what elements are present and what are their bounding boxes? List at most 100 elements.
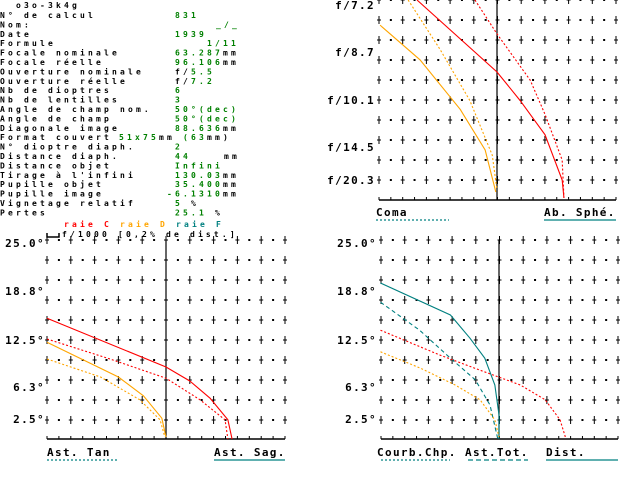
grid-dot — [129, 239, 132, 241]
field-label: Ouverture nominale — [0, 66, 144, 76]
grid-cross — [542, 176, 547, 184]
grid-dot — [105, 259, 108, 261]
grid-dot — [486, 279, 489, 281]
grid-cross — [544, 336, 549, 344]
grid-dot — [555, 159, 558, 161]
grid-cross — [379, 316, 383, 324]
field-label: Pertes — [0, 208, 48, 217]
field-value-row: 1939 — [175, 30, 207, 39]
grid-dot — [389, 19, 392, 21]
grid-cross — [590, 156, 595, 164]
grid-dot — [437, 139, 440, 141]
y-tick-label: 25.0° — [337, 237, 377, 250]
grid-dot — [200, 359, 203, 361]
grid-dot — [248, 319, 251, 321]
grid-cross — [187, 336, 192, 344]
grid-dot — [555, 99, 558, 101]
grid-cross — [471, 116, 476, 124]
grid-cross — [544, 276, 549, 284]
grid-cross — [566, 156, 571, 164]
grid-dot — [510, 419, 513, 421]
grid-cross — [473, 376, 478, 384]
field-value: 2 — [175, 143, 183, 152]
field-prefix: f/ — [175, 77, 191, 86]
field-label: Pupille objet — [0, 179, 104, 189]
grid-dot — [57, 339, 60, 341]
grid-dot — [439, 239, 442, 241]
grid-dot — [486, 419, 489, 421]
grid-dot — [462, 279, 465, 281]
grid-dot — [510, 259, 513, 261]
grid-cross — [68, 256, 73, 264]
field-unit: % — [183, 199, 199, 208]
grid-cross — [568, 416, 573, 424]
grid-dot — [105, 299, 108, 301]
grid-cross — [592, 416, 597, 424]
grid-cross — [616, 296, 620, 304]
field-row: Date — [0, 30, 32, 39]
grid-dot — [129, 359, 132, 361]
grid-cross — [400, 16, 405, 24]
grid-dot — [81, 399, 84, 401]
grid-cross — [259, 336, 264, 344]
grid-dot — [437, 179, 440, 181]
grid-cross — [426, 356, 431, 364]
grid-dot — [534, 319, 537, 321]
grid-cross — [402, 416, 407, 424]
grid-dot — [439, 399, 442, 401]
grid-cross — [379, 336, 383, 344]
grid-dot — [462, 259, 465, 261]
grid-cross — [473, 416, 478, 424]
grid-dot — [581, 259, 584, 261]
grid-cross — [426, 376, 431, 384]
grid-dot — [57, 379, 60, 381]
grid-cross — [568, 376, 573, 384]
grid-dot — [272, 419, 275, 421]
grid-cross — [377, 16, 381, 24]
grid-dot — [437, 79, 440, 81]
field-value-row: 3 — [175, 96, 183, 105]
field-value-row: 35.400mm — [175, 180, 239, 189]
grid-dot — [57, 319, 60, 321]
grid-cross — [592, 296, 597, 304]
grid-cross — [471, 56, 476, 64]
grid-dot — [557, 379, 560, 381]
grid-cross — [187, 276, 192, 284]
grid-dot — [391, 379, 394, 381]
grid-cross — [542, 116, 547, 124]
grid-dot — [200, 379, 203, 381]
grid-cross — [400, 0, 405, 4]
grid-dot — [581, 399, 584, 401]
grid-dot — [105, 399, 108, 401]
grid-dot — [415, 359, 418, 361]
grid-dot — [439, 259, 442, 261]
grid-dot — [486, 319, 489, 321]
grid-dot — [272, 239, 275, 241]
grid-cross — [211, 276, 216, 284]
grid-dot — [81, 319, 84, 321]
field-row: Distance objet — [0, 160, 112, 170]
grid-cross — [377, 56, 381, 64]
grid-dot — [579, 39, 582, 41]
field-value-row: 96.106mm — [175, 58, 239, 67]
field-value-row: f/7.2 — [175, 77, 215, 86]
field-label: Focale nominale — [0, 48, 120, 58]
grid-cross — [45, 416, 49, 424]
grid-cross — [590, 76, 595, 84]
grid-cross — [544, 236, 549, 244]
grid-cross — [379, 416, 383, 424]
grid-cross — [92, 356, 97, 364]
grid-dot — [153, 299, 156, 301]
grid-cross — [450, 416, 455, 424]
grid-cross — [544, 256, 549, 264]
field-row: Pertes — [0, 208, 48, 217]
field-label: Formule — [0, 39, 56, 48]
grid-dot — [508, 79, 511, 81]
grid-cross — [566, 116, 571, 124]
grid-dot — [437, 19, 440, 21]
grid-dot — [391, 279, 394, 281]
grid-dot — [105, 339, 108, 341]
grid-dot — [508, 59, 511, 61]
grid-cross — [426, 316, 431, 324]
